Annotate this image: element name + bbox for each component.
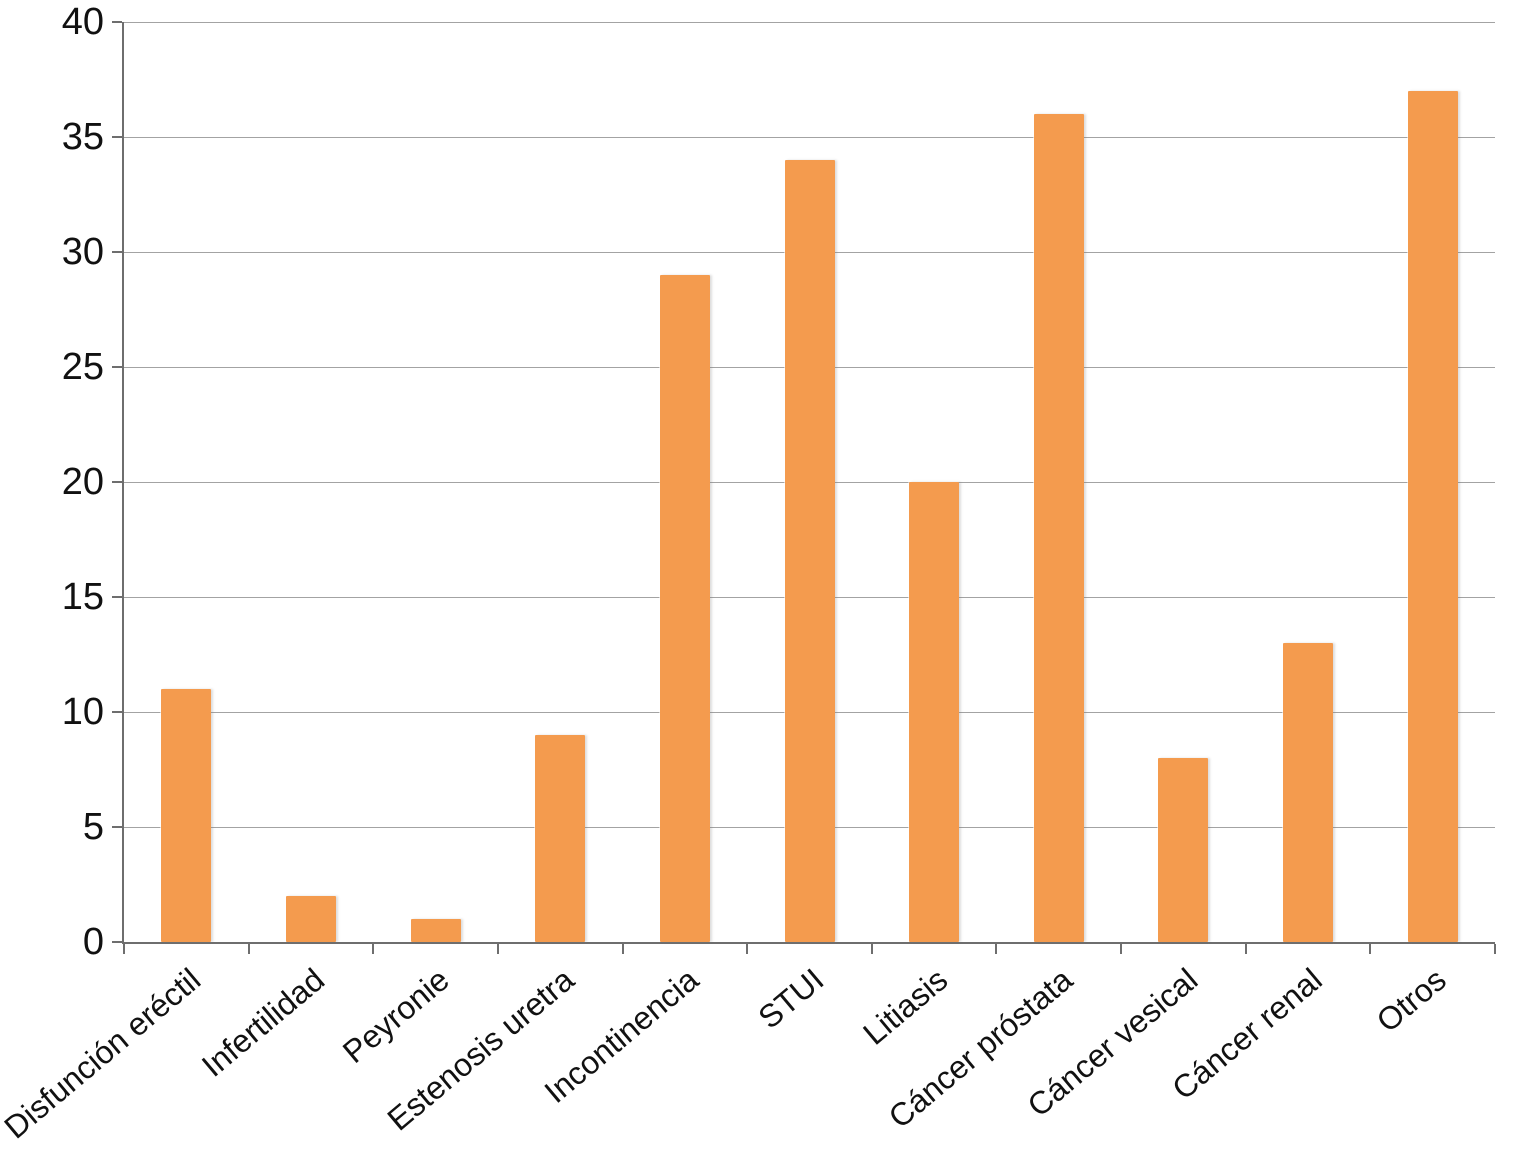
y-tick [112, 941, 122, 943]
x-tick [496, 944, 499, 954]
x-tick [995, 944, 998, 954]
x-axis-label: Infertilidad [195, 961, 332, 1084]
x-tick [123, 944, 125, 954]
bar [1158, 758, 1209, 942]
x-axis-labels: Disfunción eréctil Infertilidad Peyronie Es… [0, 952, 1493, 1167]
x-axis-label: Disfunción eréctil [0, 961, 207, 1146]
x-tick [746, 944, 749, 954]
y-tick [112, 366, 122, 368]
bar [1033, 114, 1084, 942]
y-axis-label: 40 [61, 1, 104, 43]
y-axis-label: 30 [61, 231, 104, 273]
plot-area: 0 5 10 15 20 25 30 35 40 [62, 3, 1496, 961]
bar [285, 896, 336, 942]
x-tick [247, 944, 250, 954]
y-tick [112, 251, 122, 253]
gridline [124, 137, 1495, 138]
x-axis-label: Litiasis [856, 961, 955, 1052]
bar [535, 735, 586, 942]
y-axis-label: 35 [61, 116, 104, 158]
bar [161, 689, 212, 942]
y-tick [112, 136, 122, 138]
y-axis-label: 0 [82, 921, 104, 963]
x-axis-label: STUI [751, 961, 830, 1036]
bar [909, 482, 960, 942]
x-tick [1369, 944, 1372, 954]
x-tick [621, 944, 624, 954]
y-axis-label: 25 [61, 346, 104, 388]
y-axis-label: 20 [61, 461, 104, 503]
y-tick [112, 481, 122, 483]
bar [1283, 643, 1334, 942]
gridline [124, 22, 1495, 23]
x-tick [1494, 944, 1496, 954]
x-tick [372, 944, 375, 954]
y-tick [112, 826, 122, 828]
bar [659, 275, 710, 942]
y-tick [112, 711, 122, 713]
bar [784, 160, 835, 942]
x-tick [1244, 944, 1247, 954]
x-tick [870, 944, 873, 954]
bar [410, 919, 461, 942]
y-axis-label: 5 [82, 806, 104, 848]
bar [1407, 91, 1458, 942]
y-axis-label: 10 [61, 691, 104, 733]
y-axis-label: 15 [61, 576, 104, 618]
x-axis-label: Peyronie [336, 961, 457, 1070]
x-tick [1120, 944, 1123, 954]
x-axis-label: Otros [1370, 961, 1454, 1040]
y-tick [112, 596, 122, 598]
y-tick [112, 21, 122, 23]
